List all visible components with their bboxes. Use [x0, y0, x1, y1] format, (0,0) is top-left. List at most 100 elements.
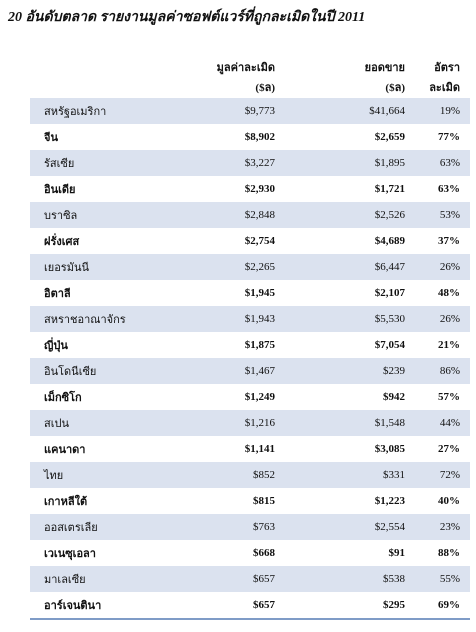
value-cell: $331 [285, 462, 415, 488]
value-cell: 26% [415, 254, 470, 280]
table-header: มูลค่าละเมิด ($ล) ยอดขาย ($ล) อัตราละเมิด [30, 58, 470, 98]
header-line [40, 78, 160, 98]
country-cell: ญี่ปุ่น [44, 340, 68, 352]
value-cell: $41,664 [285, 98, 415, 124]
country-cell: ไทย [30, 462, 170, 488]
value-cell: 44% [415, 410, 470, 436]
value-cell: $852 [170, 462, 285, 488]
country-cell: ออสเตรเลีย [30, 514, 170, 540]
value-cell: 53% [415, 202, 470, 228]
header-cell [30, 58, 170, 98]
value-cell: 37% [438, 235, 460, 247]
country-cell: มาเลเซีย [30, 566, 170, 592]
value-cell: $668 [253, 547, 275, 559]
value-cell: $1,216 [170, 410, 285, 436]
table-row: อินเดีย $2,930 $1,721 63% [30, 176, 470, 202]
country-cell: บราซิล [30, 202, 170, 228]
value-cell: $91 [388, 547, 406, 559]
table-row: อาร์เจนตินา $657 $295 69% [30, 592, 470, 620]
table-row: แคนาดา $1,141 $3,085 27% [30, 436, 470, 462]
header-line: มูลค่าละเมิด [216, 62, 275, 74]
value-cell: 21% [438, 339, 460, 351]
value-cell: $1,548 [285, 410, 415, 436]
value-cell: $1,467 [170, 358, 285, 384]
value-cell: $5,530 [285, 306, 415, 332]
value-cell: $295 [285, 592, 415, 620]
country-cell: จีน [44, 132, 58, 144]
country-cell: อาร์เจนตินา [30, 592, 170, 620]
value-cell: $7,054 [374, 339, 405, 351]
value-cell: 88% [438, 547, 460, 559]
value-cell: $239 [285, 358, 415, 384]
table-row: อินโดนีเซีย $1,467 $239 86% [30, 358, 470, 384]
country-cell: รัสเซีย [30, 150, 170, 176]
value-cell: $2,265 [170, 254, 285, 280]
value-cell: 48% [438, 287, 460, 299]
value-cell: $2,554 [285, 514, 415, 540]
table-body: สหรัฐอเมริกา $9,773 $41,664 19% จีน $8,902 $2,… [30, 98, 470, 620]
value-cell: 72% [415, 462, 470, 488]
table-row: เวเนซุเอลา $668 $91 88% [30, 540, 470, 566]
header-line: อัตราละเมิด [429, 62, 460, 94]
value-cell: $2,848 [170, 202, 285, 228]
table-row: เยอรมันนี $2,265 $6,447 26% [30, 254, 470, 280]
table-row: ญี่ปุ่น $1,875 $7,054 21% [30, 332, 470, 358]
country-cell: สหราชอาณาจักร [30, 306, 170, 332]
country-cell: เม็กซิโก [44, 392, 82, 404]
value-cell: $942 [383, 391, 405, 403]
value-cell: $1,945 [244, 287, 275, 299]
value-cell: $2,659 [374, 131, 405, 143]
value-cell: $4,689 [374, 235, 405, 247]
value-cell: $2,107 [374, 287, 405, 299]
header-row: มูลค่าละเมิด ($ล) ยอดขาย ($ล) อัตราละเมิด [30, 58, 470, 98]
table-row: มาเลเซีย $657 $538 55% [30, 566, 470, 592]
country-cell: สหรัฐอเมริกา [30, 98, 170, 124]
value-cell: $8,902 [244, 131, 275, 143]
value-cell: 55% [415, 566, 470, 592]
value-cell: $2,754 [244, 235, 275, 247]
table-row: ฝรั่งเศส $2,754 $4,689 37% [30, 228, 470, 254]
value-cell: $1,943 [170, 306, 285, 332]
value-cell: $9,773 [170, 98, 285, 124]
value-cell: $1,875 [244, 339, 275, 351]
header-line [40, 58, 160, 78]
value-cell: 26% [415, 306, 470, 332]
value-cell: $1,721 [374, 183, 405, 195]
header-line: ($ล) [255, 82, 275, 94]
table-row: สหราชอาณาจักร $1,943 $5,530 26% [30, 306, 470, 332]
table-row: สหรัฐอเมริกา $9,773 $41,664 19% [30, 98, 470, 124]
table-row: จีน $8,902 $2,659 77% [30, 124, 470, 150]
table-row: รัสเซีย $3,227 $1,895 63% [30, 150, 470, 176]
value-cell: 27% [438, 443, 460, 455]
country-cell: อิตาลี [44, 288, 71, 300]
value-cell: $657 [170, 592, 285, 620]
value-cell: 19% [415, 98, 470, 124]
value-cell: $1,223 [374, 495, 405, 507]
value-cell: $1,895 [285, 150, 415, 176]
value-cell: $2,930 [244, 183, 275, 195]
value-cell: 23% [415, 514, 470, 540]
header-line: ($ล) [385, 82, 405, 94]
table-row: เม็กซิโก $1,249 $942 57% [30, 384, 470, 410]
country-cell: เวเนซุเอลา [44, 548, 96, 560]
value-cell: 40% [438, 495, 460, 507]
value-cell: 57% [438, 391, 460, 403]
table-row: เกาหลีใต้ $815 $1,223 40% [30, 488, 470, 514]
header-cell: อัตราละเมิด [415, 58, 470, 98]
value-cell: $3,085 [374, 443, 405, 455]
country-cell: แคนาดา [44, 444, 86, 456]
country-cell: อินเดีย [44, 184, 76, 196]
value-cell: $815 [253, 495, 275, 507]
value-cell: $763 [170, 514, 285, 540]
value-cell: 63% [438, 183, 460, 195]
country-cell: ฝรั่งเศส [44, 236, 80, 248]
value-cell: $2,526 [285, 202, 415, 228]
country-cell: เกาหลีใต้ [44, 496, 88, 508]
table-row: บราซิล $2,848 $2,526 53% [30, 202, 470, 228]
data-table: มูลค่าละเมิด ($ล) ยอดขาย ($ล) อัตราละเมิด สห… [30, 58, 470, 620]
header-cell: มูลค่าละเมิด ($ล) [170, 58, 285, 98]
table-row: ไทย $852 $331 72% [30, 462, 470, 488]
value-cell: $1,141 [244, 443, 275, 455]
value-cell: 77% [438, 131, 460, 143]
